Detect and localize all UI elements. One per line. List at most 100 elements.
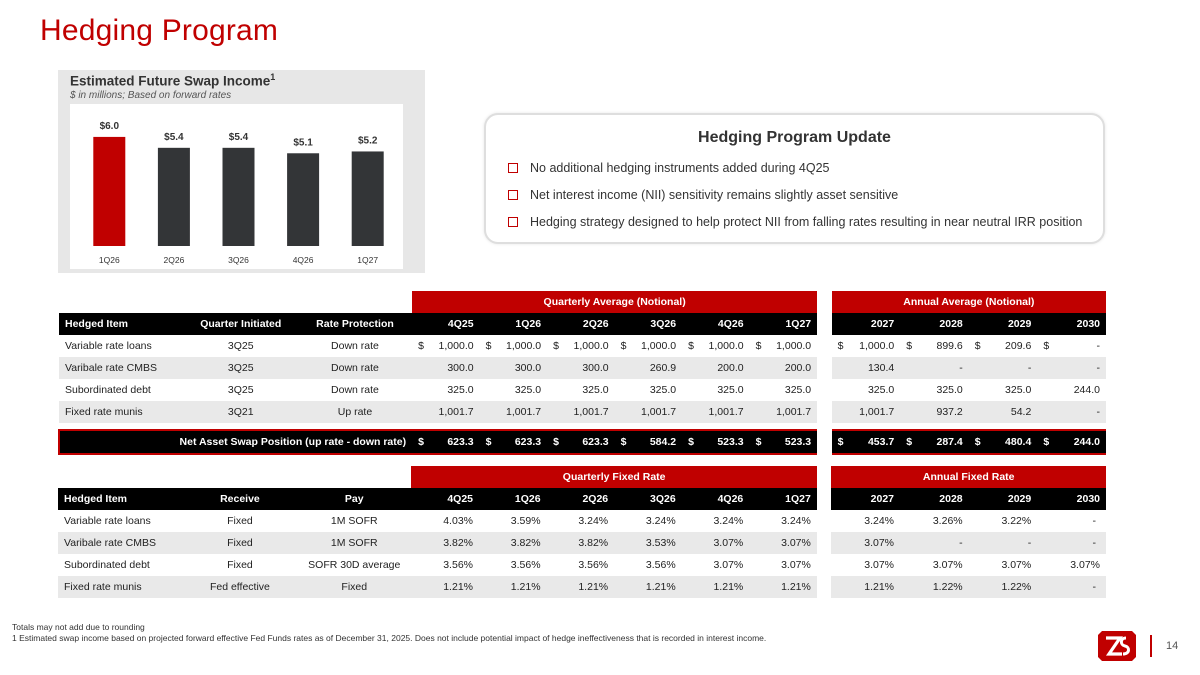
amount: - bbox=[1096, 340, 1101, 352]
column-header: Hedged Item bbox=[58, 488, 183, 510]
chart-subtitle: $ in millions; Based on forward rates bbox=[70, 90, 232, 101]
column-header: 2030 bbox=[1037, 488, 1106, 510]
group-header-row: Quarterly Average (Notional) Annual Avera… bbox=[59, 291, 1106, 313]
money-value: $523.3 bbox=[688, 436, 744, 448]
gap-cell bbox=[817, 357, 832, 379]
money-value: $453.7 bbox=[838, 436, 895, 448]
money-value: $584.2 bbox=[621, 436, 677, 448]
table-cell: $ - bbox=[1037, 335, 1106, 357]
receive: Fed effective bbox=[182, 576, 298, 598]
amount: 1,000.0 bbox=[506, 340, 542, 352]
money-value: $1,000.0 bbox=[756, 340, 812, 352]
column-header: 2Q26 bbox=[546, 488, 615, 510]
table-cell: - bbox=[900, 357, 969, 379]
amount: 1,000.0 bbox=[438, 340, 474, 352]
table-cell: $523.3 bbox=[682, 429, 750, 455]
column-header: Hedged Item bbox=[59, 313, 184, 335]
table-cell: $1,000.0 bbox=[615, 335, 683, 357]
amount: 209.6 bbox=[1005, 340, 1032, 352]
amount: 287.4 bbox=[936, 436, 963, 448]
hedged-item: Fixed rate munis bbox=[58, 576, 183, 598]
group-quarterly: Quarterly Fixed Rate bbox=[411, 466, 817, 488]
table-cell: $584.2 bbox=[614, 429, 683, 455]
column-header: 1Q27 bbox=[749, 488, 817, 510]
currency-symbol: $ bbox=[755, 340, 762, 352]
table-cell: 1.21% bbox=[546, 576, 615, 598]
table-cell: - bbox=[1037, 401, 1106, 423]
amount: 523.3 bbox=[717, 436, 744, 448]
table-cell: $1,000.0 bbox=[480, 335, 548, 357]
table-cell: 1.21% bbox=[831, 576, 901, 598]
column-header: 3Q26 bbox=[614, 488, 682, 510]
table-cell: 3.07% bbox=[1070, 559, 1100, 571]
currency-symbol: $ bbox=[837, 340, 844, 352]
checkbox-bullet-icon bbox=[508, 217, 518, 227]
gap-cell bbox=[816, 532, 832, 554]
pay: 1M SOFR bbox=[330, 515, 378, 527]
money-value: $623.3 bbox=[418, 436, 474, 448]
money-value: $1,000.0 bbox=[418, 340, 474, 352]
gap-cell bbox=[816, 554, 832, 576]
currency-symbol: $ bbox=[906, 340, 913, 352]
hedged-item: Variable rate loans bbox=[64, 515, 151, 527]
gap-cell bbox=[817, 430, 832, 454]
money-value: $899.6 bbox=[906, 340, 963, 352]
currency-symbol: $ bbox=[485, 436, 492, 448]
table-cell: 1,001.7 bbox=[831, 401, 901, 423]
rate-protection: Down rate bbox=[297, 357, 413, 379]
rate-protection: Down rate bbox=[331, 384, 379, 396]
column-header: 4Q25 bbox=[412, 313, 480, 335]
column-header-row: Hedged Item Receive Pay 4Q25 1Q26 2Q26 3Q26 4Q2… bbox=[58, 488, 1106, 510]
money-value: $1,000.0 bbox=[688, 340, 744, 352]
chart-title: Estimated Future Swap Income1 bbox=[70, 72, 276, 89]
quarter-initiated: 3Q25 bbox=[227, 384, 254, 396]
column-header: 3Q26 bbox=[614, 313, 683, 335]
currency-symbol: $ bbox=[755, 436, 762, 448]
page-title: Hedging Program bbox=[40, 14, 279, 47]
money-value: $244.0 bbox=[1043, 436, 1100, 448]
table-cell: $480.4 bbox=[968, 429, 1038, 455]
bar-4q26 bbox=[287, 153, 320, 246]
amount: 584.2 bbox=[649, 436, 677, 448]
table-cell: 1.21% bbox=[411, 576, 479, 598]
x-tick-label: 1Q27 bbox=[357, 255, 378, 265]
table-cell: 3.53% bbox=[614, 532, 682, 554]
table-cell: 3.26% bbox=[932, 515, 963, 527]
amount: 453.7 bbox=[867, 436, 895, 448]
gap-cell bbox=[816, 488, 832, 510]
currency-symbol: $ bbox=[620, 436, 627, 448]
column-header: 1Q26 bbox=[479, 488, 547, 510]
table-row: Fixed rate munis Fed effective Fixed 1.21% 1… bbox=[58, 576, 1106, 598]
spacer-cell bbox=[59, 423, 1106, 430]
checkbox-bullet-icon bbox=[508, 190, 518, 200]
table-cell: 3.07% bbox=[681, 532, 750, 554]
x-tick-label: 1Q26 bbox=[99, 255, 120, 265]
update-title: Hedging Program Update bbox=[698, 129, 891, 146]
table-cell: 325.0 bbox=[447, 384, 474, 396]
group-header-row: Quarterly Fixed Rate Annual Fixed Rate bbox=[58, 466, 1106, 488]
x-tick-label: 3Q26 bbox=[228, 255, 249, 265]
table-cell: - bbox=[1092, 515, 1097, 527]
money-value: $209.6 bbox=[975, 340, 1032, 352]
amount: 1,000.0 bbox=[708, 340, 744, 352]
receive: Fixed bbox=[227, 515, 253, 527]
data-label: $6.0 bbox=[100, 121, 120, 132]
table-cell: - bbox=[968, 532, 1038, 554]
table-cell: 325.0 bbox=[582, 384, 609, 396]
quarter-initiated: 3Q21 bbox=[183, 401, 298, 423]
table-cell: 200.0 bbox=[749, 357, 818, 379]
currency-symbol: $ bbox=[620, 340, 627, 352]
table-cell: 1,001.7 bbox=[614, 401, 683, 423]
table-row: Subordinated debt Fixed SOFR 30D average 3.… bbox=[58, 554, 1106, 576]
hedged-item: Subordinated debt bbox=[64, 559, 150, 571]
money-value: $ - bbox=[1043, 340, 1100, 352]
table-cell: 325.0 bbox=[936, 384, 963, 396]
table-cell: 3.24% bbox=[578, 515, 609, 527]
column-header: Rate Protection bbox=[297, 313, 413, 335]
bar-2q26 bbox=[157, 147, 190, 246]
fixed-rate-table: Quarterly Fixed Rate Annual Fixed Rate Hed… bbox=[58, 466, 1106, 598]
column-header: 2028 bbox=[900, 488, 969, 510]
receive: Fixed bbox=[227, 559, 253, 571]
column-header: 1Q27 bbox=[749, 313, 818, 335]
table-cell: 3.24% bbox=[864, 515, 895, 527]
